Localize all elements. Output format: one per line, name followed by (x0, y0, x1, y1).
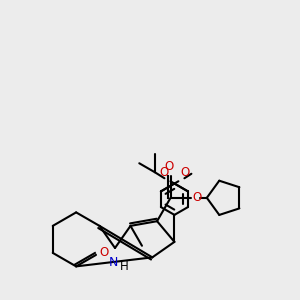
Text: N: N (108, 256, 118, 269)
Text: H: H (120, 260, 129, 273)
Text: O: O (159, 166, 169, 179)
Text: O: O (180, 166, 190, 179)
Text: O: O (193, 191, 202, 204)
Text: O: O (164, 160, 173, 173)
Text: O: O (99, 246, 108, 260)
